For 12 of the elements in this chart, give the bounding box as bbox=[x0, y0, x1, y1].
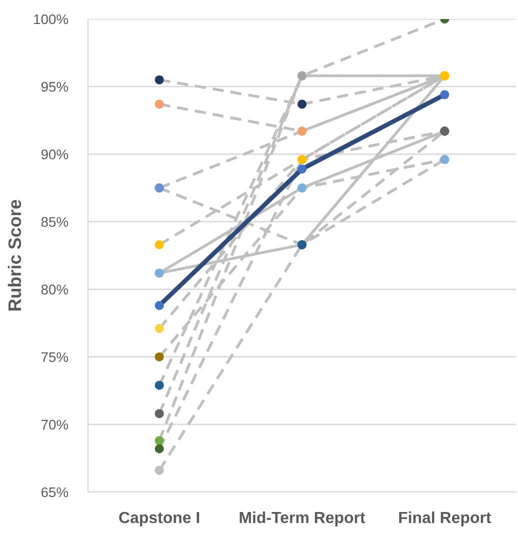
y-tick-label: 100% bbox=[34, 14, 68, 24]
y-tick-label: 70% bbox=[41, 420, 68, 430]
y-axis-title: Rubric Score bbox=[8, 200, 22, 310]
y-tick-label: 80% bbox=[41, 284, 68, 294]
y-tick-label: 90% bbox=[41, 149, 68, 160]
x-tick-label: Mid-Term Report bbox=[240, 511, 366, 526]
x-tick-label: Final Report bbox=[399, 511, 492, 526]
y-tick-label: 95% bbox=[41, 82, 68, 92]
y-tick-label: 85% bbox=[41, 217, 68, 227]
y-tick-label: 65% bbox=[41, 487, 68, 498]
y-tick-label: 75% bbox=[41, 352, 68, 362]
x-tick-label: Capstone I bbox=[119, 512, 200, 526]
